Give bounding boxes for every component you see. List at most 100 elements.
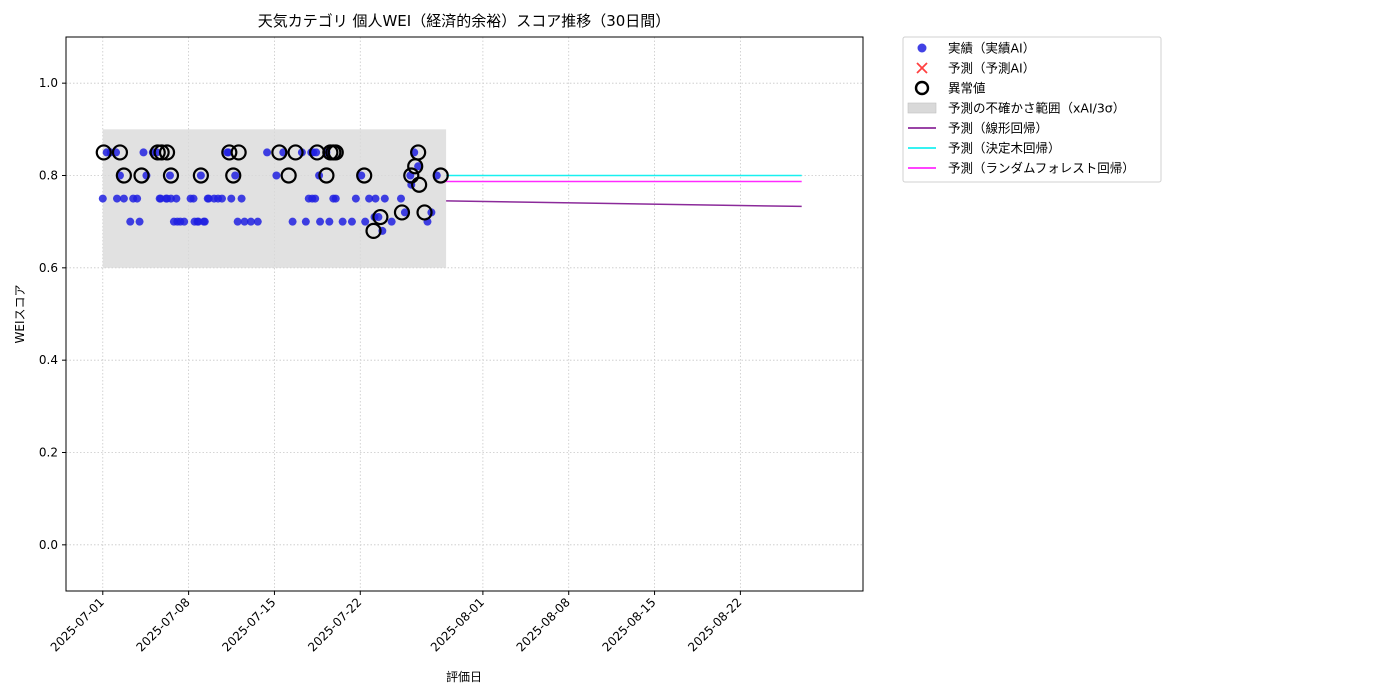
x-tick-label: 2025-07-22 — [305, 595, 364, 654]
grid-layer — [66, 37, 863, 591]
anomaly-marker — [192, 167, 209, 184]
actual-point — [217, 194, 226, 203]
actual-point — [414, 162, 423, 171]
anomaly-marker — [432, 167, 449, 184]
x-tick-label: 2025-08-08 — [514, 595, 573, 654]
anomaly-marker — [416, 204, 433, 221]
y-tick-label: 1.0 — [39, 76, 58, 90]
anomaly-marker — [111, 144, 129, 161]
y-tick-label: 0.2 — [39, 446, 58, 460]
actual-point — [338, 217, 347, 226]
anomaly-marker — [327, 144, 344, 161]
anomaly-marker — [403, 167, 420, 184]
actual-point — [126, 217, 135, 226]
legend-swatch-band — [907, 102, 937, 114]
actual-point — [331, 194, 340, 203]
legend-swatch-anomaly — [914, 80, 930, 96]
actual-point — [237, 194, 246, 203]
anomaly-marker — [162, 167, 180, 184]
actual-point — [227, 194, 236, 203]
actual-point — [180, 217, 189, 226]
actual-point — [119, 194, 128, 203]
anomaly-marker — [230, 144, 247, 161]
actual-point — [246, 217, 255, 226]
actual-point — [231, 171, 240, 180]
x-axis-label: 評価日 — [446, 669, 482, 684]
actual-point — [233, 217, 242, 226]
prediction-line-linear — [446, 200, 802, 208]
actual-point — [365, 194, 374, 203]
y-axis-label: WEIスコア — [13, 285, 27, 344]
actual-point — [400, 208, 409, 217]
anomaly-marker — [221, 144, 238, 161]
anomaly-marker — [153, 144, 170, 161]
y-tick-label: 0.4 — [39, 353, 58, 367]
anomaly-marker — [318, 167, 335, 184]
legend-label: 予測（予測AI） — [948, 61, 1035, 76]
anomaly-marker — [393, 204, 411, 221]
x-tick-label: 2025-08-15 — [599, 595, 658, 654]
actual-point — [396, 194, 405, 203]
legend-frame — [902, 36, 1162, 183]
anomaly-marker — [287, 144, 304, 161]
anomaly-marker — [372, 208, 389, 226]
actual-point — [387, 217, 396, 226]
actual-point — [224, 148, 233, 157]
actual-point — [357, 171, 366, 180]
anomaly-marker — [411, 176, 428, 193]
actual-point — [288, 217, 297, 226]
anomaly-marker — [407, 158, 424, 175]
anomaly-marker — [95, 144, 112, 161]
actual-point — [186, 194, 195, 203]
legend-label: 予測（線形回帰） — [948, 121, 1048, 136]
actual-point — [98, 194, 107, 203]
actual-point — [347, 217, 356, 226]
actual-point — [240, 217, 249, 226]
actual-point — [263, 148, 272, 157]
actual-point — [316, 217, 325, 226]
actual-point — [301, 217, 310, 226]
x-tick-label: 2025-08-22 — [685, 595, 744, 654]
actual-point — [113, 194, 122, 203]
x-tick-label: 2025-08-01 — [428, 595, 487, 654]
legend-swatch-predicted — [916, 62, 928, 74]
anomaly-marker — [280, 167, 297, 184]
anomaly-marker — [158, 144, 176, 161]
anomaly-marker — [115, 167, 132, 184]
actual-point — [380, 194, 389, 203]
actual-point — [200, 217, 209, 226]
anomaly-marker — [322, 144, 339, 161]
legend-swatch-actual — [917, 43, 927, 53]
actual-point — [133, 194, 142, 203]
actual-point — [172, 194, 181, 203]
x-tick-label: 2025-07-01 — [48, 595, 107, 654]
legend-label: 予測（決定木回帰） — [948, 141, 1061, 156]
actual-point — [139, 148, 148, 157]
legend-label: 異常値 — [948, 81, 986, 96]
x-tick-label: 2025-07-15 — [219, 595, 278, 654]
actual-point — [351, 194, 360, 203]
y-tick-label: 0.6 — [39, 261, 58, 275]
anomaly-marker — [365, 222, 382, 239]
anomaly-marker — [356, 167, 373, 184]
actual-point — [361, 217, 370, 226]
actual-point — [196, 171, 205, 180]
y-tick-label: 0.0 — [39, 538, 58, 552]
actual-point — [135, 217, 144, 226]
x-tick-label: 2025-07-08 — [134, 595, 193, 654]
actual-point — [308, 194, 317, 203]
actual-point — [371, 194, 380, 203]
chart-title: 天気カテゴリ 個人WEI（経済的余裕）スコア推移（30日間） — [258, 12, 671, 30]
anomaly-marker — [225, 167, 242, 184]
actual-point — [272, 171, 281, 180]
plot-frame — [65, 36, 864, 592]
anomaly-marker — [133, 167, 150, 184]
legend-label: 実績（実績AI） — [948, 41, 1035, 56]
y-tick-label: 0.8 — [39, 169, 58, 183]
anomaly-marker — [271, 144, 288, 161]
actual-point — [374, 213, 383, 222]
actual-point — [165, 171, 174, 180]
actual-point — [253, 217, 262, 226]
